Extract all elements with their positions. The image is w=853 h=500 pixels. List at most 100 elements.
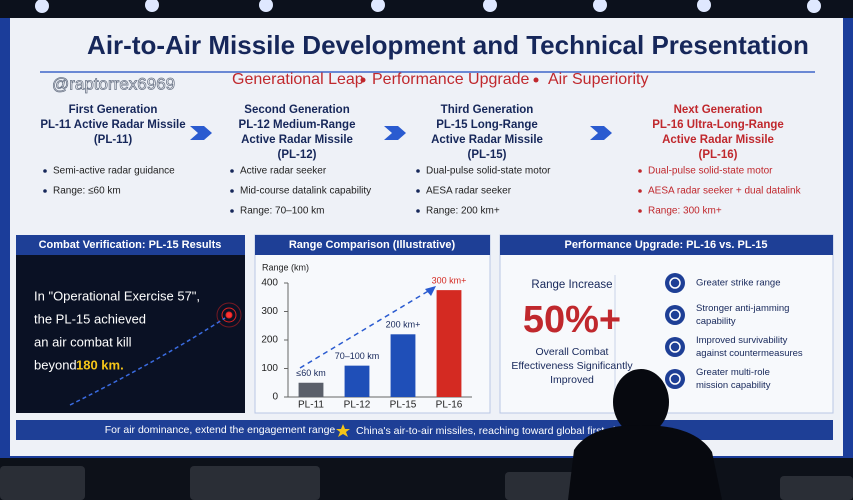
watermark: @raptorrex6969 [52,74,175,93]
bullet [416,189,420,193]
feature-text: Greater multi-role [696,367,770,378]
feature-icon [665,273,685,293]
axis-label: Range (km) [262,262,309,272]
bullet [43,169,47,173]
generation-heading: (PL-16) [699,149,738,161]
generation-bullet: Active radar seeker [240,166,327,177]
audience [0,369,853,500]
combat-text: an air combat kill [34,334,132,349]
generation-heading: Active Radar Missile [241,134,353,146]
panel-title: Range Comparison (Illustrative) [289,239,456,251]
generation-bullet: AESA radar seeker + dual datalink [648,186,802,197]
feature-text: against countermeasures [696,348,803,359]
generation-heading: PL-16 Ultra-Long-Range [652,119,784,131]
generation-bullet: Semi-active radar guidance [53,166,175,177]
bar-label: 200 km+ [386,320,421,330]
panel-header [500,235,833,255]
feature-text: capability [696,316,736,327]
bullet [230,209,234,213]
bar [344,365,370,397]
generation-heading: Next Generation [674,104,763,116]
panel-title: Combat Verification: PL-15 Results [39,239,222,251]
generation-heading: Third Generation [441,104,534,116]
generation-heading: PL-12 Medium-Range [239,119,356,131]
y-tick-label: 300 [261,306,278,317]
subtitle-item: Air Superiority [548,71,648,88]
panel-header [16,235,245,255]
bullet [416,209,420,213]
feature-text: mission capability [696,380,771,391]
trend-arrowhead [425,286,436,296]
feature-icon-inner [669,341,681,353]
generation-bullet: AESA radar seeker [426,186,512,197]
trend-arrow [299,289,431,369]
generation-bullet: Range: 300 km+ [648,206,722,217]
metric-note: Overall Combat [536,346,609,358]
generation-heading: (PL-15) [468,149,507,161]
generation-heading: (PL-12) [278,149,317,161]
feature-icon-inner [669,373,681,385]
bullet [638,209,642,213]
bar [298,382,324,397]
bullet [230,169,234,173]
bar [436,290,462,397]
trajectory [69,317,226,406]
bullet [416,169,420,173]
generation-heading: PL-11 Active Radar Missile [40,119,185,131]
generation-bullet: Range: 200 km+ [426,206,500,217]
y-tick-label: 400 [261,278,278,289]
metric-note: Effectiveness Significantly [511,360,633,372]
generation-heading: PL-15 Long-Range [436,119,538,131]
metric: 50%+ [523,299,621,341]
bullet [638,169,642,173]
feature-text: Improved survivability [696,335,788,346]
subtitle-item: Generational Leap [232,71,364,88]
combat-text: beyond [34,357,77,372]
combat-highlight: 180 km. [76,357,124,372]
x-tick-label: PL-15 [390,400,417,411]
generation-bullet: Mid-course datalink capability [240,186,371,197]
metric-note: Improved [550,374,594,386]
generation-bullet: Range: 70–100 km [240,206,325,217]
footer-text: For air dominance, extend the engagement… [105,424,336,436]
panel-header [255,235,490,255]
bar [390,334,416,397]
feature-text: Greater strike range [696,278,780,289]
footer-text: China's air-to-air missiles, reaching to… [356,425,656,437]
generation-heading: First Generation [69,104,158,116]
y-tick-label: 200 [261,335,278,346]
combat-text: the PL-15 achieved [34,311,146,326]
title: Air-to-Air Missile Development and Techn… [87,30,809,60]
radar-target [216,302,242,328]
feature-icon [665,305,685,325]
y-tick-label: 0 [272,392,278,403]
combat-panel [16,235,245,413]
arrows [190,126,612,140]
subtitle-item: Performance Upgrade [372,71,530,88]
x-tick-label: PL-12 [344,400,371,411]
generation-heading: Second Generation [244,104,349,116]
panel-title: Performance Upgrade: PL-16 vs. PL-15 [565,239,768,251]
feature-icon-inner [669,309,681,321]
bar-label: 70–100 km [335,351,380,361]
generation-heading: Active Radar Missile [431,134,543,146]
metric-label: Range Increase [531,279,612,291]
bullet [638,189,642,193]
y-tick-label: 100 [261,363,278,374]
generation-bullet: Dual-pulse solid-state motor [426,166,551,177]
bullet [230,189,234,193]
star [336,424,350,437]
generation-heading: (PL-11) [94,134,133,146]
feature-icon [665,369,685,389]
bar-label: ≤60 km [296,368,325,378]
bar-label: 300 km+ [432,276,467,286]
x-tick-label: PL-16 [436,400,463,411]
feature-text: Stronger anti-jamming [696,303,789,314]
bullet [43,189,47,193]
stage-lights [35,0,821,13]
x-tick-label: PL-11 [298,400,324,411]
feature-icon [665,337,685,357]
generation-heading: Active Radar Missile [662,134,774,146]
